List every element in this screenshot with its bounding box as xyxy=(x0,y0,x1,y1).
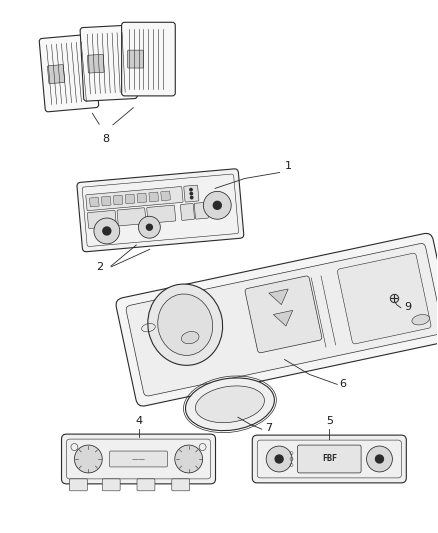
Circle shape xyxy=(190,192,193,195)
Polygon shape xyxy=(273,310,293,326)
FancyBboxPatch shape xyxy=(147,205,176,223)
FancyBboxPatch shape xyxy=(337,253,431,344)
FancyBboxPatch shape xyxy=(297,445,361,473)
Text: 5: 5 xyxy=(326,416,333,426)
Circle shape xyxy=(213,201,221,209)
FancyBboxPatch shape xyxy=(89,197,99,207)
Circle shape xyxy=(375,455,383,463)
FancyBboxPatch shape xyxy=(47,64,65,84)
Circle shape xyxy=(266,446,292,472)
Circle shape xyxy=(191,196,193,199)
Text: 9: 9 xyxy=(404,302,411,312)
Text: 2: 2 xyxy=(96,262,103,272)
Circle shape xyxy=(190,189,192,191)
FancyBboxPatch shape xyxy=(252,435,406,483)
FancyBboxPatch shape xyxy=(86,187,183,211)
FancyBboxPatch shape xyxy=(70,479,87,491)
Polygon shape xyxy=(269,289,288,305)
FancyBboxPatch shape xyxy=(77,169,244,252)
Circle shape xyxy=(367,446,392,472)
Circle shape xyxy=(203,191,231,219)
Text: 8: 8 xyxy=(102,134,110,144)
FancyBboxPatch shape xyxy=(245,276,322,353)
FancyBboxPatch shape xyxy=(116,233,438,406)
Circle shape xyxy=(103,227,111,235)
FancyBboxPatch shape xyxy=(137,193,147,203)
FancyBboxPatch shape xyxy=(137,479,155,491)
Ellipse shape xyxy=(412,314,430,325)
FancyBboxPatch shape xyxy=(180,204,194,220)
Ellipse shape xyxy=(158,294,213,356)
Text: ——: —— xyxy=(131,456,145,462)
Text: 4: 4 xyxy=(135,416,142,426)
FancyBboxPatch shape xyxy=(127,50,144,68)
Ellipse shape xyxy=(186,378,274,431)
FancyBboxPatch shape xyxy=(61,434,215,484)
FancyBboxPatch shape xyxy=(194,203,208,219)
FancyBboxPatch shape xyxy=(126,244,438,396)
FancyBboxPatch shape xyxy=(149,192,159,201)
Circle shape xyxy=(94,218,120,244)
FancyBboxPatch shape xyxy=(102,479,120,491)
FancyBboxPatch shape xyxy=(87,211,117,229)
FancyBboxPatch shape xyxy=(88,54,104,73)
FancyBboxPatch shape xyxy=(161,191,170,200)
Text: FBF: FBF xyxy=(322,455,337,464)
FancyBboxPatch shape xyxy=(117,208,146,226)
Ellipse shape xyxy=(195,386,265,423)
Text: 7: 7 xyxy=(265,423,272,433)
FancyBboxPatch shape xyxy=(102,196,111,206)
Circle shape xyxy=(138,216,160,238)
FancyBboxPatch shape xyxy=(110,451,167,467)
FancyBboxPatch shape xyxy=(80,25,137,101)
Text: 1: 1 xyxy=(285,160,292,171)
Circle shape xyxy=(275,455,283,463)
FancyBboxPatch shape xyxy=(122,22,175,96)
Circle shape xyxy=(74,445,102,473)
Ellipse shape xyxy=(148,284,223,365)
FancyBboxPatch shape xyxy=(184,185,199,202)
FancyBboxPatch shape xyxy=(125,194,135,204)
Circle shape xyxy=(175,445,203,473)
Ellipse shape xyxy=(181,332,199,344)
FancyBboxPatch shape xyxy=(39,34,99,112)
Text: 6: 6 xyxy=(339,379,346,390)
Circle shape xyxy=(146,224,152,230)
FancyBboxPatch shape xyxy=(172,479,190,491)
FancyBboxPatch shape xyxy=(113,195,123,205)
